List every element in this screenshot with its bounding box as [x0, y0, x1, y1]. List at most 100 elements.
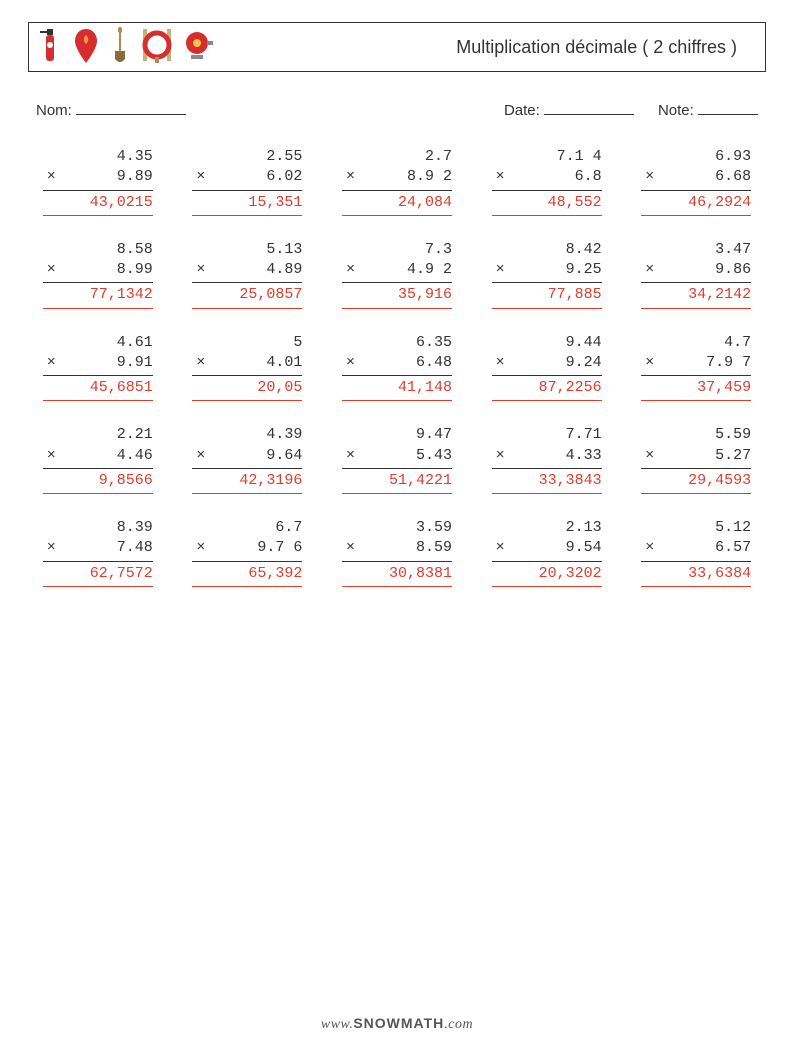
answer: 33,3843 [492, 469, 602, 494]
problem: 7.1 4×6.848,552 [492, 147, 602, 216]
problem: 6.93×6.6846,2924 [641, 147, 751, 216]
operand-a: 8.42 [492, 240, 602, 260]
operand-b-row: ×6.48 [342, 353, 452, 376]
operand-b-row: ×8.9 2 [342, 167, 452, 190]
name-field: Nom: [36, 100, 186, 119]
problem: 7.71×4.3333,3843 [492, 425, 602, 494]
operand-b: 9.91 [56, 353, 153, 373]
operator: × [641, 446, 654, 466]
operator: × [492, 260, 505, 280]
name-label: Nom: [36, 102, 72, 119]
problem: 4.7×7.9 737,459 [641, 333, 751, 402]
operand-b-row: ×5.43 [342, 446, 452, 469]
answer: 33,6384 [641, 562, 751, 587]
operand-b: 8.59 [355, 538, 452, 558]
operand-b: 6.8 [505, 167, 602, 187]
operand-a: 5.59 [641, 425, 751, 445]
problem: 8.58×8.9977,1342 [43, 240, 153, 309]
operand-a: 2.55 [192, 147, 302, 167]
answer: 24,084 [342, 191, 452, 216]
problem-grid: 4.35×9.8943,02152.55×6.0215,3512.7×8.9 2… [28, 147, 766, 587]
operand-a: 6.93 [641, 147, 751, 167]
operand-b-row: ×8.99 [43, 260, 153, 283]
operand-b-row: ×9.91 [43, 353, 153, 376]
answer: 87,2256 [492, 376, 602, 401]
info-line: Nom: Date: Note: [28, 100, 766, 119]
operator: × [641, 353, 654, 373]
operand-a: 2.21 [43, 425, 153, 445]
name-blank[interactable] [76, 100, 186, 115]
operator: × [641, 260, 654, 280]
operand-b: 4.01 [205, 353, 302, 373]
footer-suffix: .com [444, 1017, 473, 1032]
operand-b-row: ×5.27 [641, 446, 751, 469]
operand-b-row: ×6.57 [641, 538, 751, 561]
answer: 42,3196 [192, 469, 302, 494]
operand-b-row: ×6.02 [192, 167, 302, 190]
operand-b: 9.86 [654, 260, 751, 280]
operand-b-row: ×9.25 [492, 260, 602, 283]
operator: × [342, 446, 355, 466]
operator: × [192, 538, 205, 558]
answer: 34,2142 [641, 283, 751, 308]
answer: 29,4593 [641, 469, 751, 494]
icon-row [37, 25, 215, 70]
operator: × [641, 538, 654, 558]
problem: 3.59×8.5930,8381 [342, 518, 452, 587]
problem: 4.39×9.6442,3196 [192, 425, 302, 494]
operator: × [342, 167, 355, 187]
operand-b: 9.64 [205, 446, 302, 466]
operand-a: 6.35 [342, 333, 452, 353]
operand-b: 6.02 [205, 167, 302, 187]
fire-pin-icon [73, 25, 99, 70]
problem: 5.59×5.2729,4593 [641, 425, 751, 494]
operand-b-row: ×9.64 [192, 446, 302, 469]
operand-b: 9.25 [505, 260, 602, 280]
operand-b-row: ×9.89 [43, 167, 153, 190]
answer: 37,459 [641, 376, 751, 401]
page-title: Multiplication décimale ( 2 chiffres ) [456, 37, 757, 58]
operand-b: 9.54 [505, 538, 602, 558]
operand-b-row: ×4.33 [492, 446, 602, 469]
operand-b: 9.89 [56, 167, 153, 187]
operand-a: 5 [192, 333, 302, 353]
operand-b: 7.48 [56, 538, 153, 558]
operand-a: 4.7 [641, 333, 751, 353]
operand-b-row: ×4.01 [192, 353, 302, 376]
date-blank[interactable] [544, 100, 634, 115]
operand-a: 9.44 [492, 333, 602, 353]
problem: 8.39×7.4862,7572 [43, 518, 153, 587]
problem: 7.3×4.9 235,916 [342, 240, 452, 309]
operator: × [192, 446, 205, 466]
shovel-icon [109, 25, 131, 70]
operand-b-row: ×6.68 [641, 167, 751, 190]
answer: 77,885 [492, 283, 602, 308]
fire-hose-icon [141, 25, 173, 70]
header-box: Multiplication décimale ( 2 chiffres ) [28, 22, 766, 72]
operand-b-row: ×9.7 6 [192, 538, 302, 561]
operand-a: 4.39 [192, 425, 302, 445]
note-label: Note: [658, 102, 694, 119]
operand-a: 7.71 [492, 425, 602, 445]
operand-b: 8.99 [56, 260, 153, 280]
problem: 3.47×9.8634,2142 [641, 240, 751, 309]
answer: 15,351 [192, 191, 302, 216]
note-blank[interactable] [698, 100, 758, 115]
operand-b-row: ×8.59 [342, 538, 452, 561]
operand-b-row: ×4.46 [43, 446, 153, 469]
footer-prefix: www. [321, 1017, 353, 1032]
answer: 45,6851 [43, 376, 153, 401]
operator: × [492, 167, 505, 187]
answer: 62,7572 [43, 562, 153, 587]
operand-a: 8.39 [43, 518, 153, 538]
answer: 20,05 [192, 376, 302, 401]
problem: 6.35×6.4841,148 [342, 333, 452, 402]
operator: × [342, 353, 355, 373]
operator: × [342, 538, 355, 558]
operand-a: 9.47 [342, 425, 452, 445]
problem: 2.55×6.0215,351 [192, 147, 302, 216]
answer: 65,392 [192, 562, 302, 587]
date-field: Date: [504, 100, 634, 119]
operator: × [43, 446, 56, 466]
fire-extinguisher-icon [37, 25, 63, 70]
